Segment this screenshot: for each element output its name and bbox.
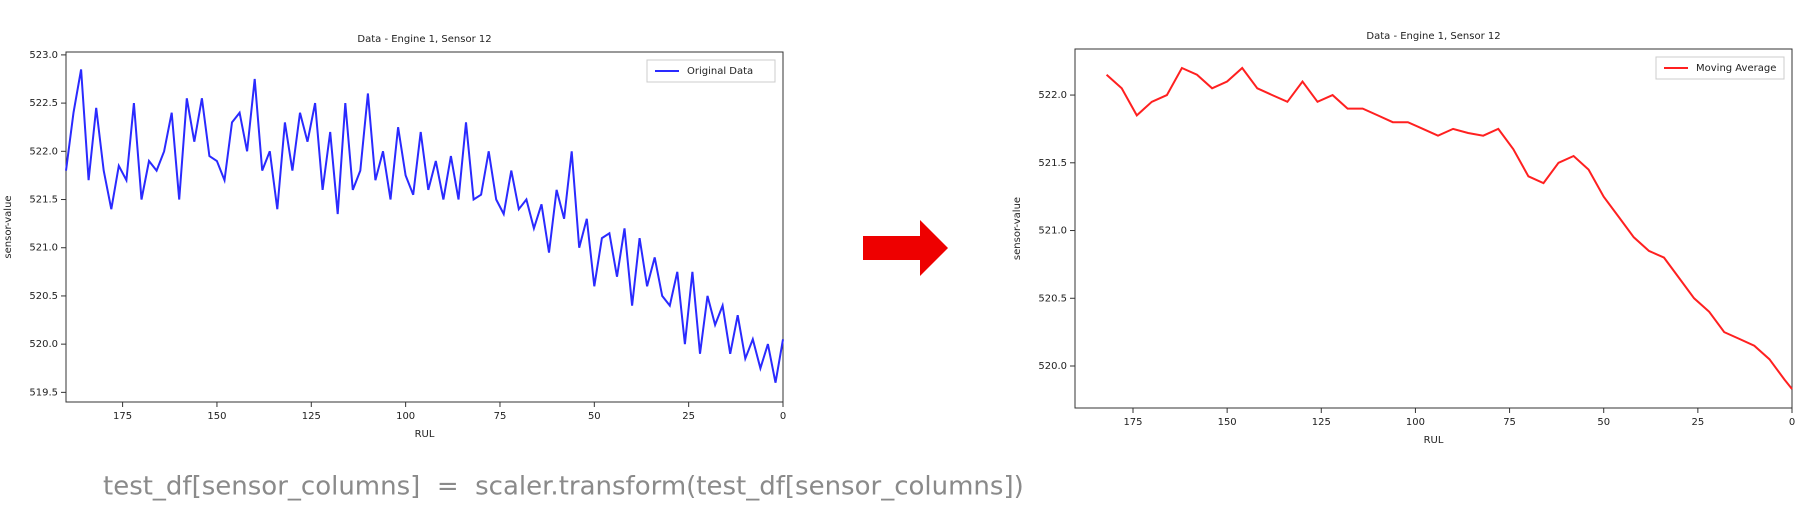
chart-title: Data - Engine 1, Sensor 12 xyxy=(1366,31,1500,42)
chart-title: Data - Engine 1, Sensor 12 xyxy=(357,34,491,45)
y-tick-label: 523.0 xyxy=(29,50,58,61)
y-tick-label: 521.0 xyxy=(1038,226,1067,237)
y-axis-label: sensor-value xyxy=(3,195,14,258)
data-line xyxy=(1105,66,1793,390)
x-tick-label: 175 xyxy=(1123,417,1142,428)
y-tick-label: 519.5 xyxy=(29,387,58,398)
y-tick-label: 522.0 xyxy=(29,146,58,157)
x-tick-label: 100 xyxy=(1406,417,1425,428)
y-axis-label: sensor-value xyxy=(1012,197,1023,260)
code-line: test_df[sensor_columns] = scaler.transfo… xyxy=(103,472,1024,502)
x-tick-label: 50 xyxy=(1597,417,1610,428)
x-tick-label: 75 xyxy=(1503,417,1516,428)
y-tick-label: 521.5 xyxy=(29,195,58,206)
x-axis-label: RUL xyxy=(415,429,435,440)
x-tick-label: 25 xyxy=(682,411,695,422)
data-line xyxy=(65,69,784,383)
x-tick-label: 125 xyxy=(1312,417,1331,428)
legend-label: Moving Average xyxy=(1696,63,1776,74)
x-tick-label: 125 xyxy=(302,411,321,422)
x-tick-label: 50 xyxy=(588,411,601,422)
y-tick-label: 522.5 xyxy=(29,98,58,109)
x-tick-label: 75 xyxy=(494,411,507,422)
arrow xyxy=(863,220,948,276)
legend-label: Original Data xyxy=(687,66,753,77)
plot-frame xyxy=(1074,48,1793,409)
x-tick-label: 0 xyxy=(1789,417,1795,428)
x-tick-label: 150 xyxy=(207,411,226,422)
x-tick-label: 175 xyxy=(113,411,132,422)
x-axis-label: RUL xyxy=(1424,435,1444,446)
y-tick-label: 520.0 xyxy=(29,339,58,350)
legend-box xyxy=(1655,56,1785,80)
y-tick-label: 520.5 xyxy=(1038,293,1067,304)
x-tick-label: 150 xyxy=(1218,417,1237,428)
plot-frame xyxy=(65,51,784,403)
x-tick-label: 0 xyxy=(780,411,786,422)
x-tick-label: 25 xyxy=(1691,417,1704,428)
x-tick-label: 100 xyxy=(396,411,415,422)
y-tick-label: 521.0 xyxy=(29,243,58,254)
y-tick-label: 521.5 xyxy=(1038,158,1067,169)
legend-box xyxy=(646,59,776,83)
y-tick-label: 520.0 xyxy=(1038,361,1067,372)
y-tick-label: 522.0 xyxy=(1038,90,1067,101)
y-tick-label: 520.5 xyxy=(29,291,58,302)
